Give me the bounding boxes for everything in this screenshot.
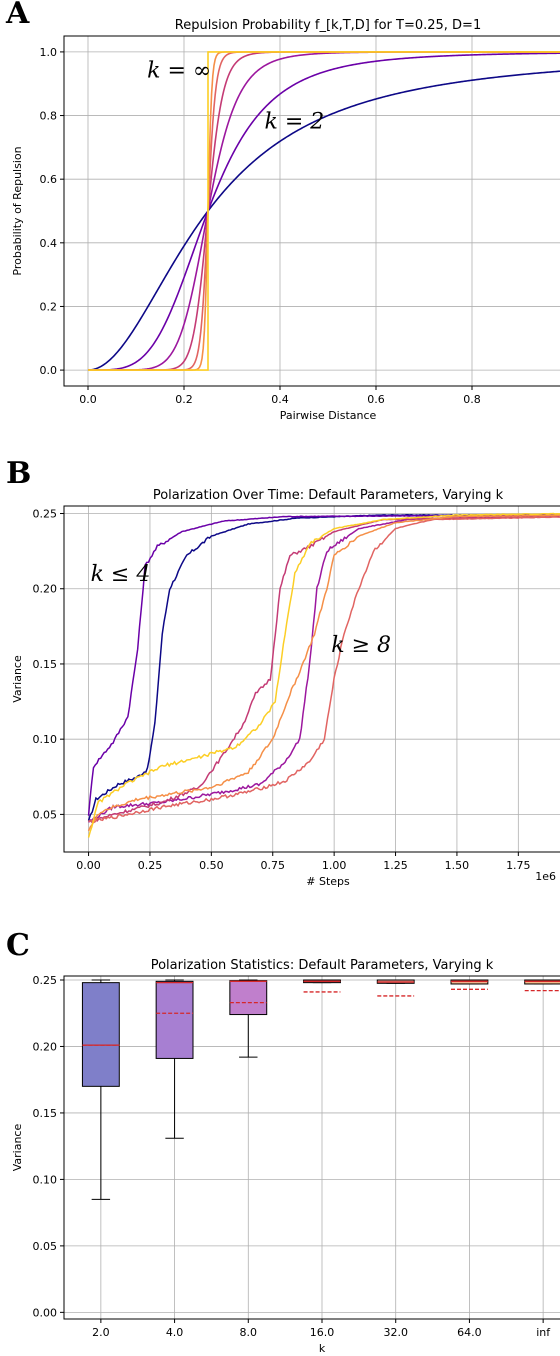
- x-tick-label: 1.25: [383, 859, 408, 872]
- y-tick-label: 0.2: [40, 300, 58, 313]
- x-scale-label: 1e6: [535, 870, 556, 883]
- box-4.0: [155, 980, 194, 1059]
- plot-frame: [63, 505, 560, 853]
- repulsion-curve-k-4: [88, 52, 560, 371]
- x-tick-label: 0.8: [463, 393, 481, 406]
- x-tick-label: 0.6: [367, 393, 385, 406]
- variance-series-3: [88, 514, 560, 824]
- panel-label-c: C: [6, 928, 30, 963]
- x-tick-label: 8.0: [240, 1326, 258, 1339]
- x-tick-label: 0.50: [199, 859, 224, 872]
- y-tick-label: 0.0: [40, 364, 58, 377]
- y-tick-label: 0.4: [40, 237, 58, 250]
- x-tick-label: 4.0: [166, 1326, 184, 1339]
- repulsion-curve-k-8: [88, 51, 560, 371]
- x-tick-label: 0.4: [271, 393, 289, 406]
- y-tick-label: 0.25: [33, 508, 58, 521]
- annotation: k = ∞: [147, 58, 211, 83]
- y-tick-label: 0.15: [33, 1107, 58, 1120]
- chart-title: Polarization Over Time: Default Paramete…: [153, 488, 504, 503]
- chart-title: Repulsion Probability f_[k,T,D] for T=0.…: [175, 18, 481, 33]
- y-tick-label: 0.10: [33, 733, 58, 746]
- annotation: k ≤ 4: [91, 562, 151, 587]
- box-8.0: [229, 980, 268, 1016]
- chart-title: Polarization Statistics: Default Paramet…: [151, 958, 494, 973]
- repulsion-curve-k-32: [88, 51, 560, 371]
- repulsion-curve-k-2: [87, 70, 560, 371]
- chart-b: 0.000.250.500.751.001.251.501.752.000.05…: [11, 488, 560, 888]
- y-axis-label: Probability of Repulsion: [11, 146, 24, 275]
- plot-frame: [63, 975, 560, 1320]
- y-tick-label: 0.25: [33, 974, 58, 987]
- repulsion-curve-k-inf: [88, 51, 560, 371]
- y-axis-label: Variance: [11, 655, 24, 703]
- x-tick-label: 2.0: [92, 1326, 110, 1339]
- panel-label-b: B: [6, 456, 32, 491]
- x-tick-label: 0.2: [175, 393, 193, 406]
- chart-c: 2.0 4.0 8.0 16.0 32.0 64.0 inf 0.00 0.05 0.10 0.15…: [11, 958, 560, 1355]
- variance-series-4: [88, 516, 560, 824]
- y-tick-label: 0.8: [40, 110, 58, 123]
- y-tick-label: 0.00: [33, 1306, 58, 1319]
- x-tick-label: 0.00: [76, 859, 101, 872]
- y-tick-label: 0.15: [33, 658, 58, 671]
- x-tick-label: 1.75: [506, 859, 531, 872]
- x-tick-label: 32.0: [383, 1326, 408, 1339]
- x-tick-label: 16.0: [310, 1326, 335, 1339]
- variance-series-6: [87, 512, 560, 838]
- panel-a: A 0.00.20.40.60.81.00.00.20.40.60.81.0Re…: [0, 0, 560, 440]
- y-tick-label: 1.0: [40, 46, 58, 59]
- x-tick-label: 0.75: [260, 859, 285, 872]
- y-tick-label: 0.05: [33, 808, 58, 821]
- y-axis-label: Variance: [11, 1124, 24, 1172]
- box-64.0: [450, 979, 489, 985]
- y-tick-label: 0.10: [33, 1173, 58, 1186]
- chart-a: 0.00.20.40.60.81.00.00.20.40.60.81.0Repu…: [11, 18, 560, 422]
- box-2.0: [81, 982, 120, 1087]
- y-tick-label: 0.6: [40, 173, 58, 186]
- repulsion-curve-k-64: [88, 51, 560, 371]
- panel-label-a: A: [6, 0, 30, 31]
- annotation: k = 2: [265, 109, 325, 134]
- x-tick-label: 0.25: [138, 859, 163, 872]
- annotation: k ≥ 8: [331, 633, 391, 658]
- panel-c: C 2.0 4.0 8.0 16.0 32.0 64.0 inf 0.00 0.05 0.10 0.…: [0, 928, 560, 1356]
- panel-b: B 0.000.250.500.751.001.251.501.752.000.…: [0, 456, 560, 900]
- repulsion-curve-k-16: [88, 51, 560, 371]
- variance-series-5: [87, 514, 560, 832]
- y-tick-label: 0.20: [33, 583, 58, 596]
- x-tick-label: inf: [536, 1326, 551, 1339]
- plot-frame: [63, 35, 560, 387]
- x-tick-label: 64.0: [457, 1326, 482, 1339]
- x-axis-label: k: [319, 1342, 326, 1355]
- y-tick-label: 0.20: [33, 1040, 58, 1053]
- y-tick-label: 0.05: [33, 1240, 58, 1253]
- x-tick-label: 1.00: [322, 859, 347, 872]
- x-axis-label: Pairwise Distance: [280, 409, 377, 422]
- box-inf: [524, 979, 560, 985]
- x-tick-label: 1.50: [445, 859, 470, 872]
- x-axis-label: # Steps: [306, 875, 350, 888]
- x-tick-label: 0.0: [79, 393, 97, 406]
